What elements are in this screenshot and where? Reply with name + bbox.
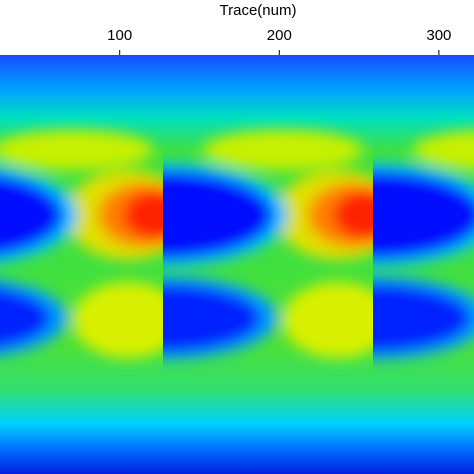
- x-tick-label: 200: [267, 27, 292, 44]
- x-axis-label: Trace(num): [220, 2, 297, 19]
- x-tick-label: 300: [426, 27, 451, 44]
- heatmap-field: [0, 55, 474, 474]
- x-tick-label: 100: [107, 27, 132, 44]
